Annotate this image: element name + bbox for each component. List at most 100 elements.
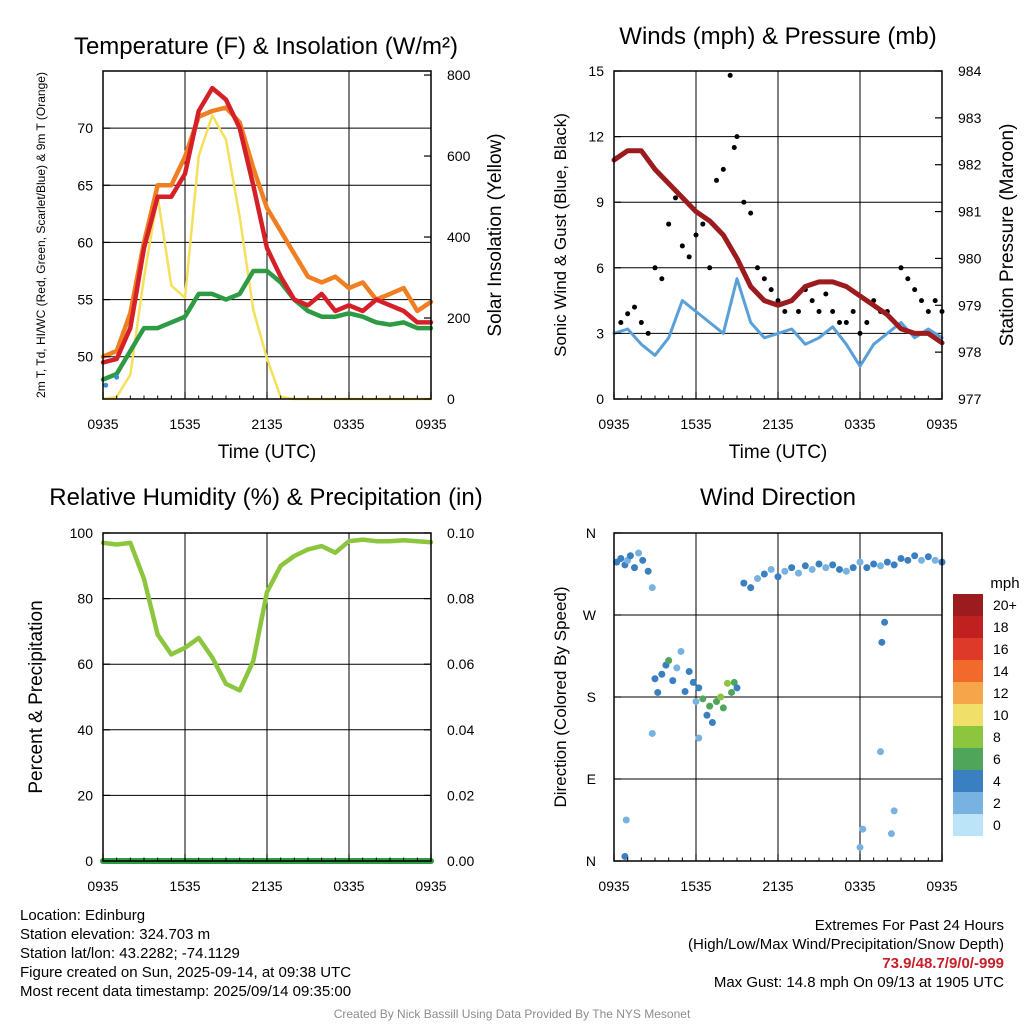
y-tick-label: S <box>587 689 596 705</box>
gust-point <box>837 319 842 325</box>
y-tick-label: 70 <box>77 120 93 136</box>
direction-point <box>681 688 689 696</box>
x-tick-label: 1535 <box>680 416 711 432</box>
x-tick-label: 1535 <box>169 416 200 432</box>
dewpoint-point <box>114 374 120 380</box>
x-tick-label: 1535 <box>680 878 711 894</box>
direction-point <box>673 664 681 672</box>
direction-point <box>836 565 843 573</box>
gust-point <box>768 287 774 293</box>
gust-point <box>925 309 931 315</box>
temp-chart-title: Temperature (F) & Insolation (W/m²) <box>74 33 458 60</box>
dir-x-ticks: 0935 1535 2135 0335 0935 <box>598 854 958 894</box>
rh-y2-ticks: 0.00 0.02 0.04 0.06 0.08 0.10 <box>424 525 474 869</box>
direction-point <box>689 678 697 686</box>
x-tick-label: 0335 <box>333 416 364 432</box>
x-tick-label: 0935 <box>87 416 118 432</box>
wind-y-axis-label: Sonic Wind & Gust (Blue, Black) <box>551 113 570 357</box>
direction-point <box>644 567 652 575</box>
wind-y2-axis-label: Station Pressure (Maroon) <box>997 124 1018 347</box>
y2-tick-label: 0.00 <box>447 853 474 869</box>
humidity-panel: Relative Humidity (%) & Precipitation (i… <box>26 484 483 894</box>
legend-swatch <box>953 682 983 704</box>
gust-point <box>919 298 924 304</box>
gust-point <box>700 221 706 227</box>
direction-point <box>621 852 629 860</box>
y2-tick-label: 977 <box>958 391 982 407</box>
y-tick-label: 15 <box>588 63 604 79</box>
temp-x-ticks: 0935 1535 2135 0335 0935 <box>87 392 447 432</box>
rh-y-ticks: 0 20 40 60 80 100 <box>70 525 110 869</box>
gust-point <box>720 166 726 172</box>
direction-point <box>648 729 656 737</box>
temp-y-ticks: 50 55 60 65 70 <box>77 120 110 365</box>
direction-point <box>669 677 677 685</box>
x-tick-label: 0935 <box>415 416 446 432</box>
gust-point <box>727 72 733 78</box>
direction-point <box>774 573 782 581</box>
x-tick-label: 2135 <box>762 416 793 432</box>
wind-x-axis-label: Time (UTC) <box>729 442 828 463</box>
direction-point <box>890 807 898 815</box>
legend-label: 20+ <box>993 597 1017 613</box>
gust-point <box>679 243 685 249</box>
gust-point <box>666 221 672 227</box>
direction-point <box>890 561 898 569</box>
wind-y-ticks: 0 3 6 9 12 15 <box>588 63 621 407</box>
direction-point <box>931 556 939 564</box>
x-tick-label: 1535 <box>169 878 200 894</box>
direction-point <box>730 678 738 686</box>
direction-point <box>622 816 630 824</box>
x-tick-label: 2135 <box>251 416 282 432</box>
direction-point <box>863 564 871 572</box>
direction-point <box>801 562 809 570</box>
y-tick-label: 9 <box>596 194 604 210</box>
legend-label: 16 <box>993 641 1009 657</box>
gust-point <box>645 330 651 336</box>
gust-point <box>809 298 815 304</box>
gust-point <box>864 319 870 325</box>
y2-tick-label: 0.06 <box>447 656 474 672</box>
direction-point <box>631 564 638 572</box>
direction-point <box>877 562 884 570</box>
direction-point <box>849 564 857 572</box>
series-line-wind-speed <box>612 277 944 368</box>
gust-point <box>898 265 904 271</box>
direction-point <box>883 558 891 566</box>
y2-tick-label: 200 <box>447 310 471 326</box>
direction-point <box>815 560 823 568</box>
gust-point <box>823 291 829 297</box>
direction-point <box>878 638 886 646</box>
gust-point <box>850 309 856 315</box>
y-tick-label: 40 <box>77 722 93 738</box>
rh-chart-title: Relative Humidity (%) & Precipitation (i… <box>49 484 482 511</box>
dir-legend-title: mph <box>990 575 1019 592</box>
direction-point <box>856 843 864 851</box>
x-tick-label: 0935 <box>598 416 629 432</box>
y-tick-label: 12 <box>588 129 604 145</box>
direction-point <box>677 647 685 655</box>
y-tick-label: 65 <box>77 177 93 193</box>
extremes-info: Extremes For Past 24 Hours (High/Low/Max… <box>688 916 1004 992</box>
wind-x-ticks: 0935 1535 2135 0335 0935 <box>598 392 958 432</box>
gust-point <box>693 232 699 238</box>
gust-point <box>843 319 849 325</box>
temp-y2-ticks: 0 200 400 600 800 <box>424 67 471 407</box>
direction-point <box>781 567 789 575</box>
extremes-values: 73.9/48.7/9/0/-999 <box>882 955 1004 972</box>
direction-point <box>723 679 731 687</box>
x-tick-label: 0335 <box>844 878 875 894</box>
gust-point <box>734 134 740 140</box>
legend-swatch <box>953 704 983 726</box>
dewpoint-point <box>103 382 109 388</box>
series-line-temp_2m <box>100 85 434 365</box>
wind-panel: Winds (mph) & Pressure (mb) 0935 1535 2135… <box>551 23 1018 463</box>
direction-point <box>788 564 796 572</box>
direction-point <box>808 565 816 573</box>
direction-point <box>859 825 867 833</box>
temp-x-axis-label: Time (UTC) <box>218 442 317 463</box>
gust-point <box>707 265 713 271</box>
gust-point <box>686 254 692 260</box>
legend-label: 14 <box>993 663 1009 679</box>
direction-point <box>856 558 864 566</box>
